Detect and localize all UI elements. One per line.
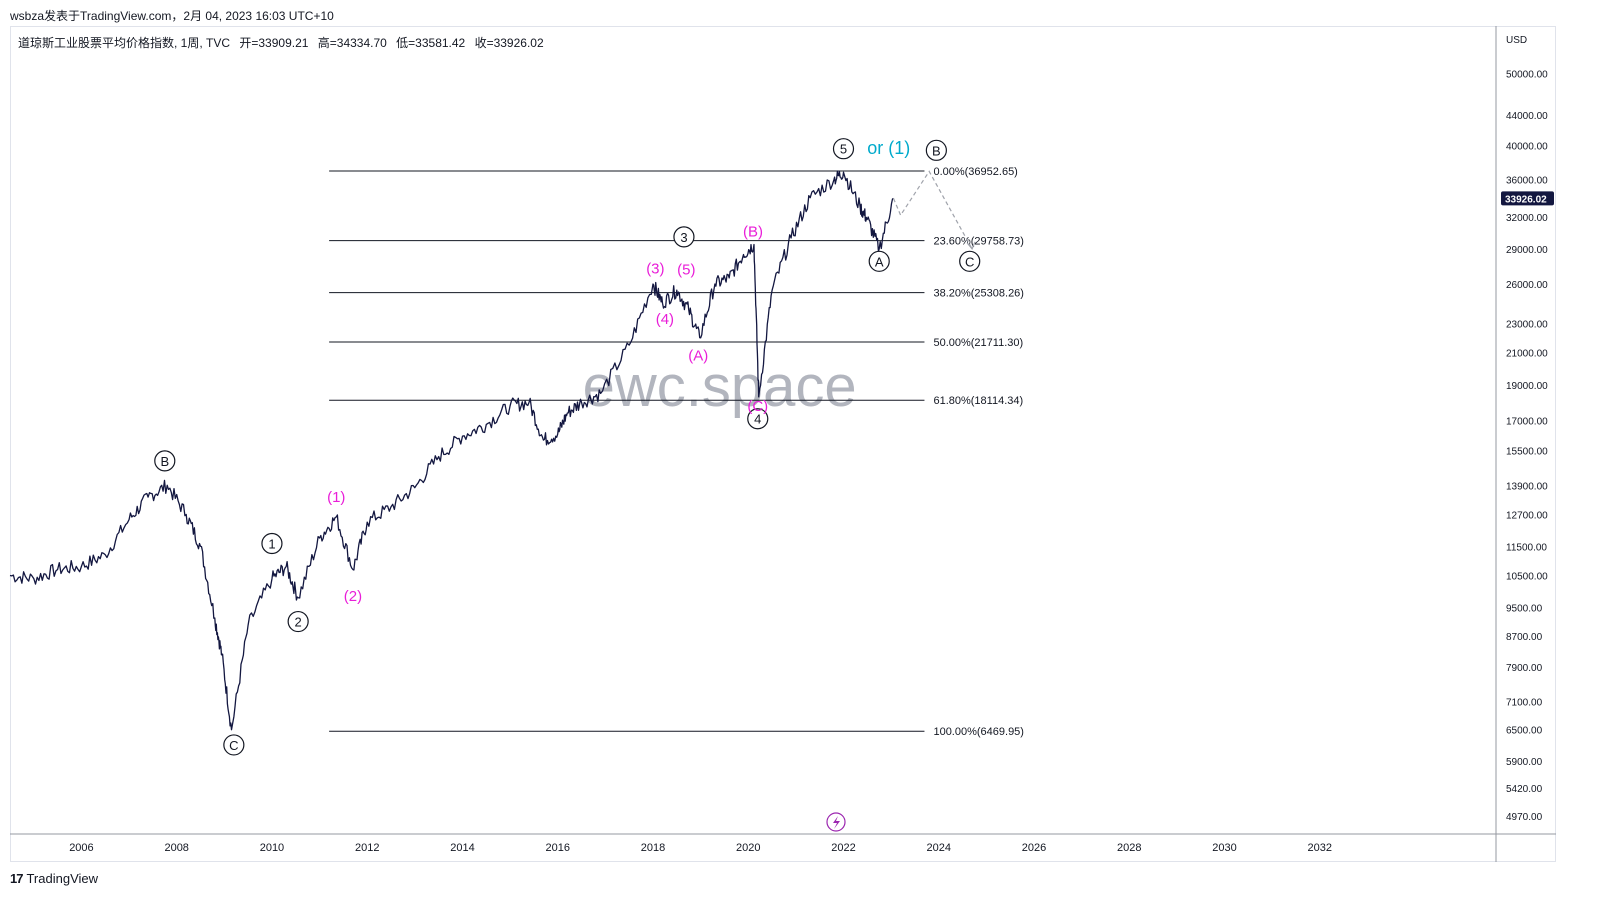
wave-label: A	[875, 254, 884, 269]
fib-level-label: 23.60%(29758.73)	[933, 236, 1024, 248]
subwave-label: (2)	[344, 588, 362, 605]
wave-label-circle	[747, 408, 769, 430]
time-axis-tick: 2014	[450, 842, 474, 854]
fib-level-label: 100.00%(6469.95)	[933, 726, 1024, 738]
price-axis-tick: 29000.00	[1506, 245, 1548, 256]
price-axis-tick: 9500.00	[1506, 604, 1543, 615]
wave-label-circle	[154, 450, 176, 472]
price-axis-tick: 17000.00	[1506, 417, 1548, 428]
time-axis-tick: 2032	[1308, 842, 1332, 854]
fib-level-label: 50.00%(21711.30)	[933, 337, 1023, 349]
subwave-label: (B)	[743, 224, 763, 241]
wave-label: 3	[680, 230, 687, 245]
subwave-label: (3)	[646, 260, 664, 277]
subwave-label: (A)	[688, 348, 708, 365]
wave-label: 5	[840, 142, 847, 157]
wave-label-circle	[261, 532, 283, 555]
time-axis-tick: 2006	[69, 842, 93, 854]
price-axis-tick: 32000.00	[1506, 213, 1548, 224]
price-axis-tick: 21000.00	[1506, 349, 1548, 360]
fib-level-label: 38.20%(25308.26)	[933, 288, 1024, 300]
projection-arrowhead	[966, 241, 976, 251]
price-axis-tick: 5900.00	[1506, 757, 1543, 768]
price-axis-tick: 7100.00	[1506, 697, 1543, 708]
time-axis-tick: 2010	[260, 842, 284, 854]
tradingview-logo-icon: 17	[10, 871, 24, 886]
price-axis-tick: 4970.00	[1506, 812, 1543, 823]
price-axis-tick: 12700.00	[1506, 510, 1548, 521]
brand-name: TradingView	[26, 871, 99, 886]
price-axis-tick: 44000.00	[1506, 111, 1548, 122]
time-axis-tick: 2028	[1117, 842, 1141, 854]
subwave-label: (5)	[677, 261, 695, 278]
time-axis-tick: 2008	[164, 842, 188, 854]
time-axis-tick: 2026	[1022, 842, 1046, 854]
tradingview-brand[interactable]: 17 TradingView	[10, 871, 98, 886]
high-value: 高=34334.70	[317, 36, 387, 50]
time-axis-tick: 2022	[831, 842, 855, 854]
wave-label: 2	[295, 615, 302, 630]
projection-path[interactable]	[892, 170, 973, 250]
wave-label-circle	[832, 138, 855, 160]
wave-label: C	[965, 254, 974, 269]
wave-label: 4	[754, 412, 761, 427]
wave-label-circle	[287, 610, 309, 633]
price-series-line[interactable]	[9, 170, 894, 731]
open-value: 开=33909.21	[239, 36, 309, 50]
time-axis-tick: 2018	[641, 842, 665, 854]
price-axis-tick: 36000.00	[1506, 175, 1548, 186]
price-axis-tick: 10500.00	[1506, 572, 1548, 583]
price-axis-tick: 6500.00	[1506, 726, 1543, 737]
price-axis-tick: 15500.00	[1506, 446, 1548, 457]
close-value: 收=33926.02	[474, 36, 544, 50]
low-value: 低=33581.42	[396, 36, 466, 50]
wave-label: B	[160, 454, 169, 469]
time-axis-tick: 2024	[927, 842, 951, 854]
price-axis-tick: 50000.00	[1506, 70, 1548, 81]
price-axis-tick: 40000.00	[1506, 141, 1548, 152]
wave-label-circle	[868, 250, 890, 272]
publish-header: wsbza发表于TradingView.com，2月 04, 2023 16:0…	[0, 0, 1603, 26]
last-price-badge	[1501, 191, 1554, 206]
price-axis-tick: 13900.00	[1506, 481, 1548, 492]
time-axis-tick: 2020	[736, 842, 760, 854]
wave-label: B	[932, 143, 941, 158]
price-axis-tick: 23000.00	[1506, 319, 1548, 330]
price-axis-currency: USD	[1506, 35, 1527, 46]
watermark-text: ewc.space	[583, 354, 857, 419]
symbol-name[interactable]: 道琼斯工业股票平均价格指数, 1周, TVC	[18, 36, 231, 50]
time-axis-tick: 2016	[545, 842, 569, 854]
chart-frame	[10, 26, 1556, 862]
price-axis-tick: 5420.00	[1506, 784, 1543, 795]
wave-label: C	[229, 738, 238, 753]
time-axis-tick: 2012	[355, 842, 379, 854]
wave-label-circle	[959, 250, 981, 272]
subwave-label: (4)	[656, 311, 674, 328]
time-axis-tick: 2030	[1212, 842, 1236, 854]
wave-label-circle	[925, 139, 947, 161]
wave-label-circle	[673, 226, 695, 248]
subwave-label: (1)	[327, 489, 345, 506]
alternate-count-label: or (1)	[867, 138, 910, 158]
price-axis-tick: 8700.00	[1506, 632, 1543, 643]
symbol-legend: 道琼斯工业股票平均价格指数, 1周, TVC 开=33909.21 高=3433…	[18, 34, 550, 51]
wave-label: 1	[268, 537, 275, 552]
fib-level-label: 61.80%(18114.34)	[933, 395, 1023, 407]
publish-line: wsbza发表于TradingView.com，2月 04, 2023 16:0…	[10, 9, 334, 23]
price-axis-tick: 19000.00	[1506, 381, 1548, 392]
wave-label-circle	[223, 734, 245, 756]
price-axis-tick: 11500.00	[1506, 542, 1547, 553]
price-axis-tick: 26000.00	[1506, 280, 1548, 291]
subwave-label: (C)	[747, 398, 768, 415]
fib-level-label: 0.00%(36952.65)	[933, 166, 1017, 178]
last-price-label: 33926.02	[1505, 194, 1547, 205]
price-axis-tick: 7900.00	[1506, 663, 1543, 674]
lightning-icon[interactable]	[826, 812, 846, 832]
